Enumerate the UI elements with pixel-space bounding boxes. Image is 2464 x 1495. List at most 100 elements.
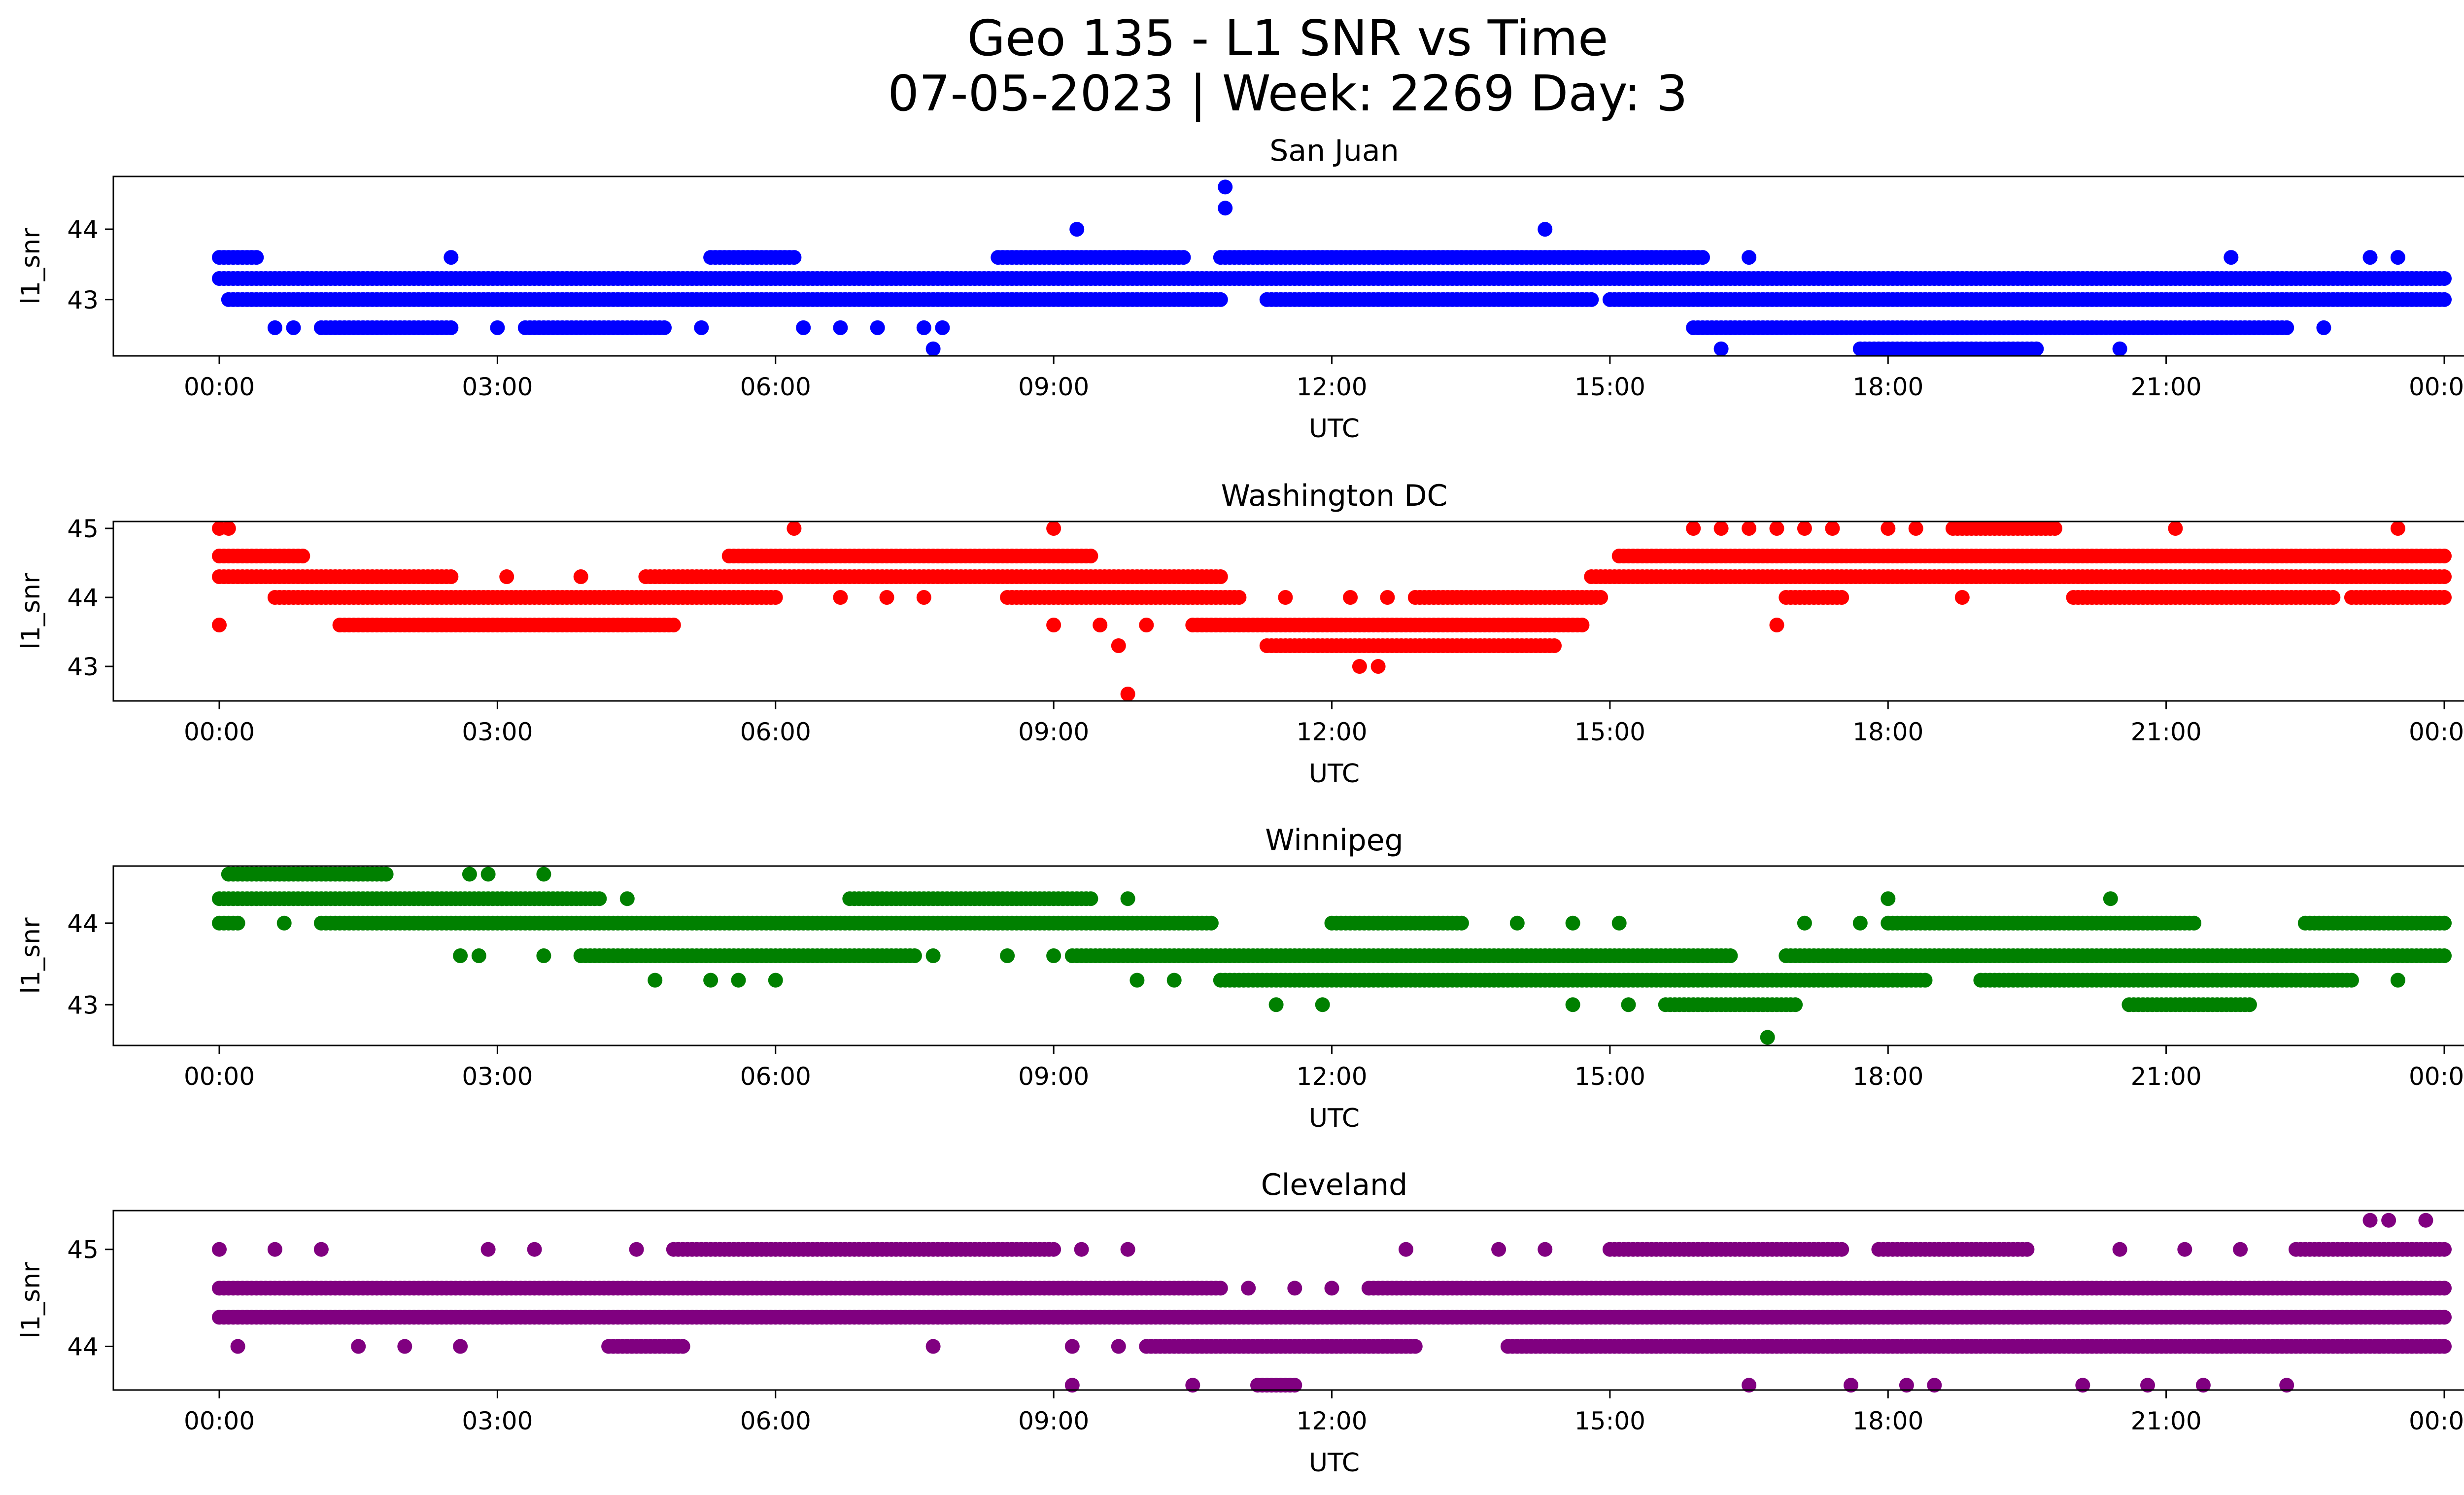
y-tick-label: 44 — [67, 909, 99, 938]
x-tick-label: 00:00 — [2409, 1062, 2464, 1091]
data-point — [870, 320, 885, 335]
data-point — [2437, 549, 2452, 563]
x-axis-label: UTC — [1309, 414, 1360, 444]
data-point — [1046, 948, 1061, 963]
data-point — [471, 948, 486, 963]
data-point — [2362, 250, 2378, 265]
data-point — [444, 250, 459, 265]
x-tick-label: 03:00 — [462, 718, 533, 746]
data-point — [2112, 1242, 2127, 1257]
x-tick-label: 06:00 — [740, 373, 811, 401]
x-tick-label: 06:00 — [740, 718, 811, 746]
x-tick-label: 18:00 — [1852, 718, 1923, 746]
data-point — [2437, 915, 2452, 931]
x-tick-label: 15:00 — [1574, 1062, 1645, 1091]
data-point — [2437, 292, 2452, 307]
data-point — [1370, 659, 1386, 674]
x-tick-label: 09:00 — [1018, 1062, 1089, 1091]
data-point — [1268, 997, 1284, 1012]
data-point — [1046, 521, 1061, 536]
data-point — [1120, 891, 1135, 906]
data-point — [1287, 1281, 1302, 1296]
data-point — [1621, 997, 1636, 1012]
data-point — [1538, 222, 1553, 237]
x-tick-label: 03:00 — [462, 1062, 533, 1091]
data-point — [1834, 590, 1849, 605]
data-point — [1213, 292, 1228, 307]
data-point — [694, 320, 709, 335]
data-point — [1881, 891, 1896, 906]
data-point — [1093, 618, 1108, 632]
data-point — [1881, 521, 1896, 536]
data-point — [1797, 915, 1812, 931]
data-point — [2112, 341, 2127, 356]
y-axis-label: l1_snr — [16, 917, 46, 994]
data-point — [2279, 320, 2294, 335]
data-point — [249, 250, 264, 265]
data-point — [295, 549, 310, 563]
data-point — [221, 521, 236, 536]
x-tick-label: 00:00 — [184, 1062, 255, 1091]
panel-cleveland — [105, 1210, 2464, 1398]
x-tick-label: 18:00 — [1852, 1062, 1923, 1091]
data-point — [453, 948, 468, 963]
data-point — [1166, 973, 1182, 988]
data-point — [1742, 250, 1757, 265]
x-tick-label: 00:00 — [184, 373, 255, 401]
data-point — [480, 867, 496, 882]
data-point — [1454, 915, 1469, 931]
data-point — [573, 569, 588, 584]
data-point — [1908, 521, 1923, 536]
data-point — [2437, 1281, 2452, 1296]
data-point — [2437, 569, 2452, 584]
data-point — [916, 320, 931, 335]
data-point — [592, 891, 607, 906]
data-point — [703, 973, 719, 988]
data-point — [1046, 618, 1061, 632]
data-point — [1352, 659, 1367, 674]
data-point — [1593, 590, 1608, 605]
data-point — [1074, 1242, 1089, 1257]
data-point — [2233, 1242, 2248, 1257]
x-tick-label: 00:00 — [2409, 373, 2464, 401]
axes-frame — [112, 521, 2464, 702]
data-point — [490, 320, 505, 335]
data-point — [1538, 1242, 1553, 1257]
data-point — [768, 590, 783, 605]
data-point — [444, 320, 459, 335]
data-point — [480, 1242, 496, 1257]
data-point — [2019, 271, 2035, 286]
data-point — [1213, 1281, 1228, 1296]
data-point — [1723, 320, 1738, 335]
data-point — [1399, 1242, 1413, 1257]
data-point — [648, 973, 663, 988]
x-tick-label: 03:00 — [462, 373, 533, 401]
x-axis-label: UTC — [1309, 1104, 1360, 1133]
data-point — [1713, 341, 1729, 356]
data-point — [1120, 1242, 1135, 1257]
subplot-title: Winnipeg — [1265, 823, 1403, 858]
data-point — [499, 569, 514, 584]
data-point — [267, 1242, 282, 1257]
data-point — [768, 973, 783, 988]
x-tick-label: 21:00 — [2131, 1062, 2202, 1091]
data-point — [2029, 341, 2044, 356]
data-point — [1213, 569, 1228, 584]
subplot-title: Washington DC — [1221, 479, 1448, 513]
data-point — [2224, 250, 2239, 265]
data-point — [1788, 997, 1803, 1012]
data-point — [2390, 973, 2405, 988]
data-point — [2390, 250, 2405, 265]
data-point — [1825, 521, 1840, 536]
y-tick-label: 44 — [67, 584, 99, 612]
data-point — [1083, 891, 1098, 906]
data-point — [1203, 915, 1219, 931]
data-point — [1111, 638, 1126, 653]
x-tick-label: 15:00 — [1574, 718, 1645, 746]
data-point — [619, 891, 635, 906]
data-point — [230, 915, 245, 931]
x-tick-label: 12:00 — [1296, 718, 1367, 746]
data-point — [2437, 590, 2452, 605]
data-point — [1954, 590, 1970, 605]
